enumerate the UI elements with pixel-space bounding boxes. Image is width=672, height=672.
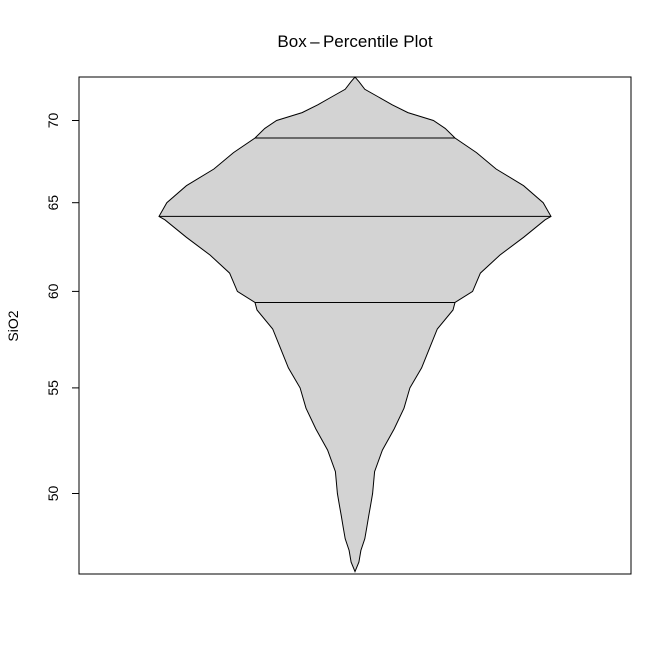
y-axis-label: SiO2 bbox=[5, 310, 21, 341]
y-tick-label-60: 60 bbox=[45, 283, 61, 299]
y-tick-label-70: 70 bbox=[45, 113, 61, 129]
y-tick-label-65: 65 bbox=[45, 195, 61, 211]
y-tick-label-50: 50 bbox=[45, 486, 61, 502]
y-axis: 50 55 60 65 70 bbox=[45, 113, 79, 502]
plot-frame bbox=[78, 76, 632, 575]
chart-title: Box – Percentile Plot bbox=[277, 32, 432, 51]
y-tick-label-55: 55 bbox=[45, 380, 61, 396]
